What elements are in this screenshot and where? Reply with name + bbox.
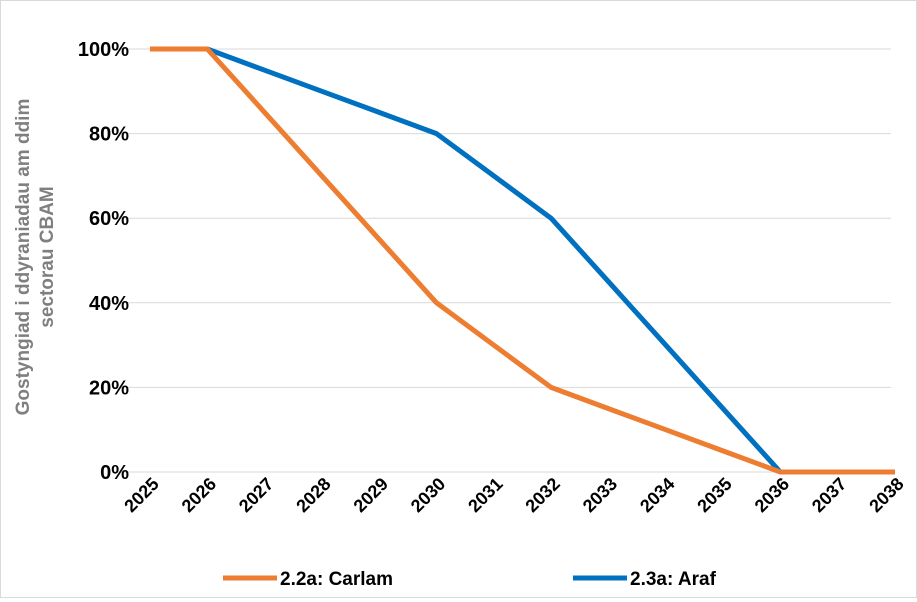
x-tick-label: 2026 xyxy=(178,474,220,516)
x-tick-label: 2033 xyxy=(579,474,621,516)
series-line-carlam xyxy=(150,46,895,475)
y-axis-label: Gostyngiad i ddyraniadau am ddim sectora… xyxy=(13,99,58,416)
x-tick-label: 2037 xyxy=(808,474,850,516)
x-tick-label: 2036 xyxy=(751,474,793,516)
x-tick-label: 2028 xyxy=(292,474,334,516)
y-tick-labels: 0% 20% 40% 60% 80% 100% xyxy=(78,39,129,484)
series-line-araf xyxy=(150,46,895,475)
legend-label-carlam: 2.2a: Carlam xyxy=(280,569,393,590)
y-tick-label: 0% xyxy=(100,462,129,484)
x-tick-label: 2027 xyxy=(235,474,277,516)
y-axis-label-line-1: Gostyngiad i ddyraniadau am ddim xyxy=(13,99,34,416)
x-tick-label: 2038 xyxy=(865,474,907,516)
x-tick-label: 2031 xyxy=(464,474,506,516)
y-tick-label: 100% xyxy=(78,39,129,61)
x-tick-label: 2034 xyxy=(636,474,678,516)
legend: 2.2a: Carlam 2.3a: Araf xyxy=(223,569,717,590)
series-lines xyxy=(150,46,895,475)
x-tick-label: 2032 xyxy=(521,474,563,516)
legend-label-araf: 2.3a: Araf xyxy=(630,569,717,590)
y-tick-label: 60% xyxy=(89,208,129,230)
y-axis-label-line-2: sectorau CBAM xyxy=(37,186,58,327)
x-tick-label: 2035 xyxy=(693,474,735,516)
x-tick-labels: 2025 2026 2027 2028 2029 2030 2031 2032 2033 2034… xyxy=(120,474,907,516)
y-tick-label: 40% xyxy=(89,293,129,315)
y-tick-label: 80% xyxy=(89,124,129,146)
x-tick-label: 2029 xyxy=(350,474,392,516)
gridlines xyxy=(121,48,891,388)
y-tick-label: 20% xyxy=(89,377,129,399)
x-tick-label: 2030 xyxy=(407,474,449,516)
